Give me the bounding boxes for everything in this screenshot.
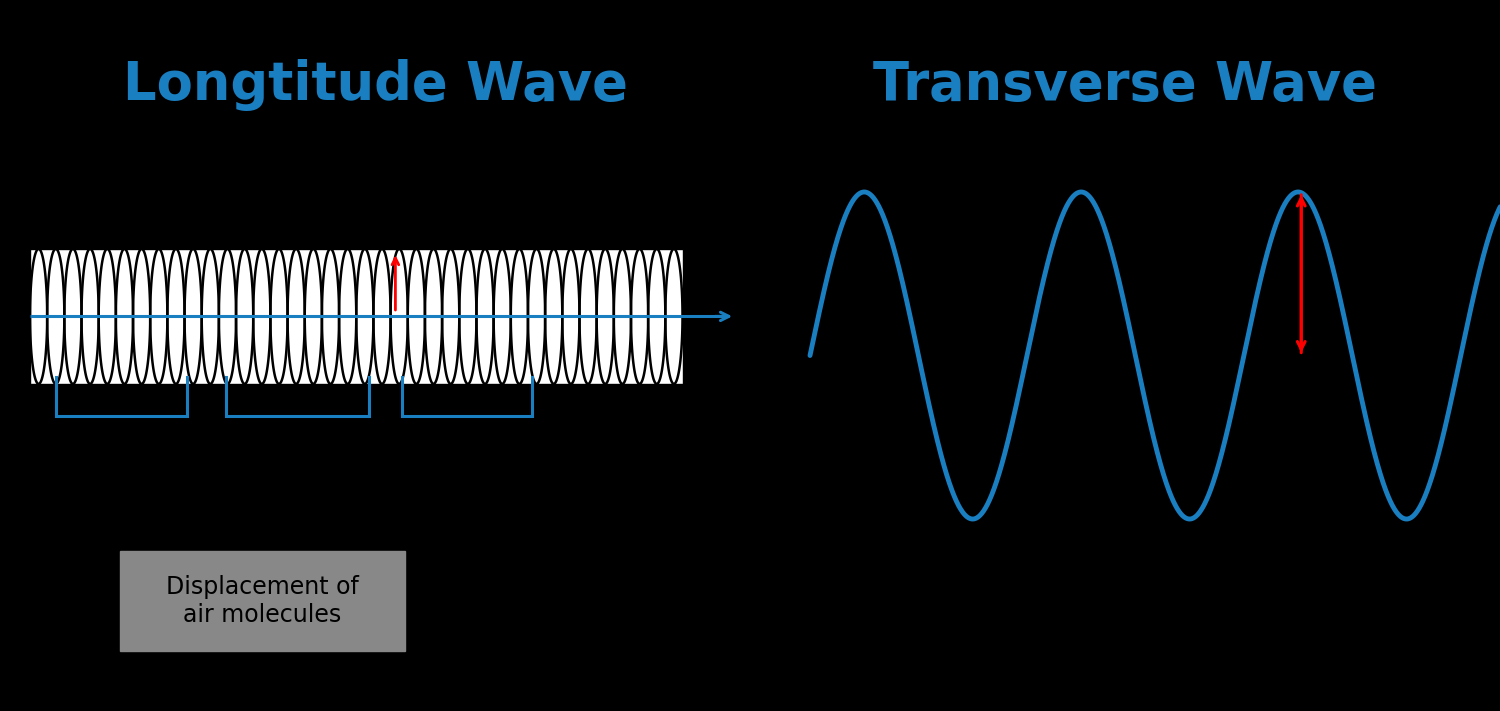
Text: Longtitude Wave: Longtitude Wave xyxy=(123,59,627,112)
Text: Transverse Wave: Transverse Wave xyxy=(873,59,1377,112)
Bar xyxy=(30,249,682,384)
Text: Displacement of
air molecules: Displacement of air molecules xyxy=(166,575,358,626)
Bar xyxy=(120,551,405,651)
